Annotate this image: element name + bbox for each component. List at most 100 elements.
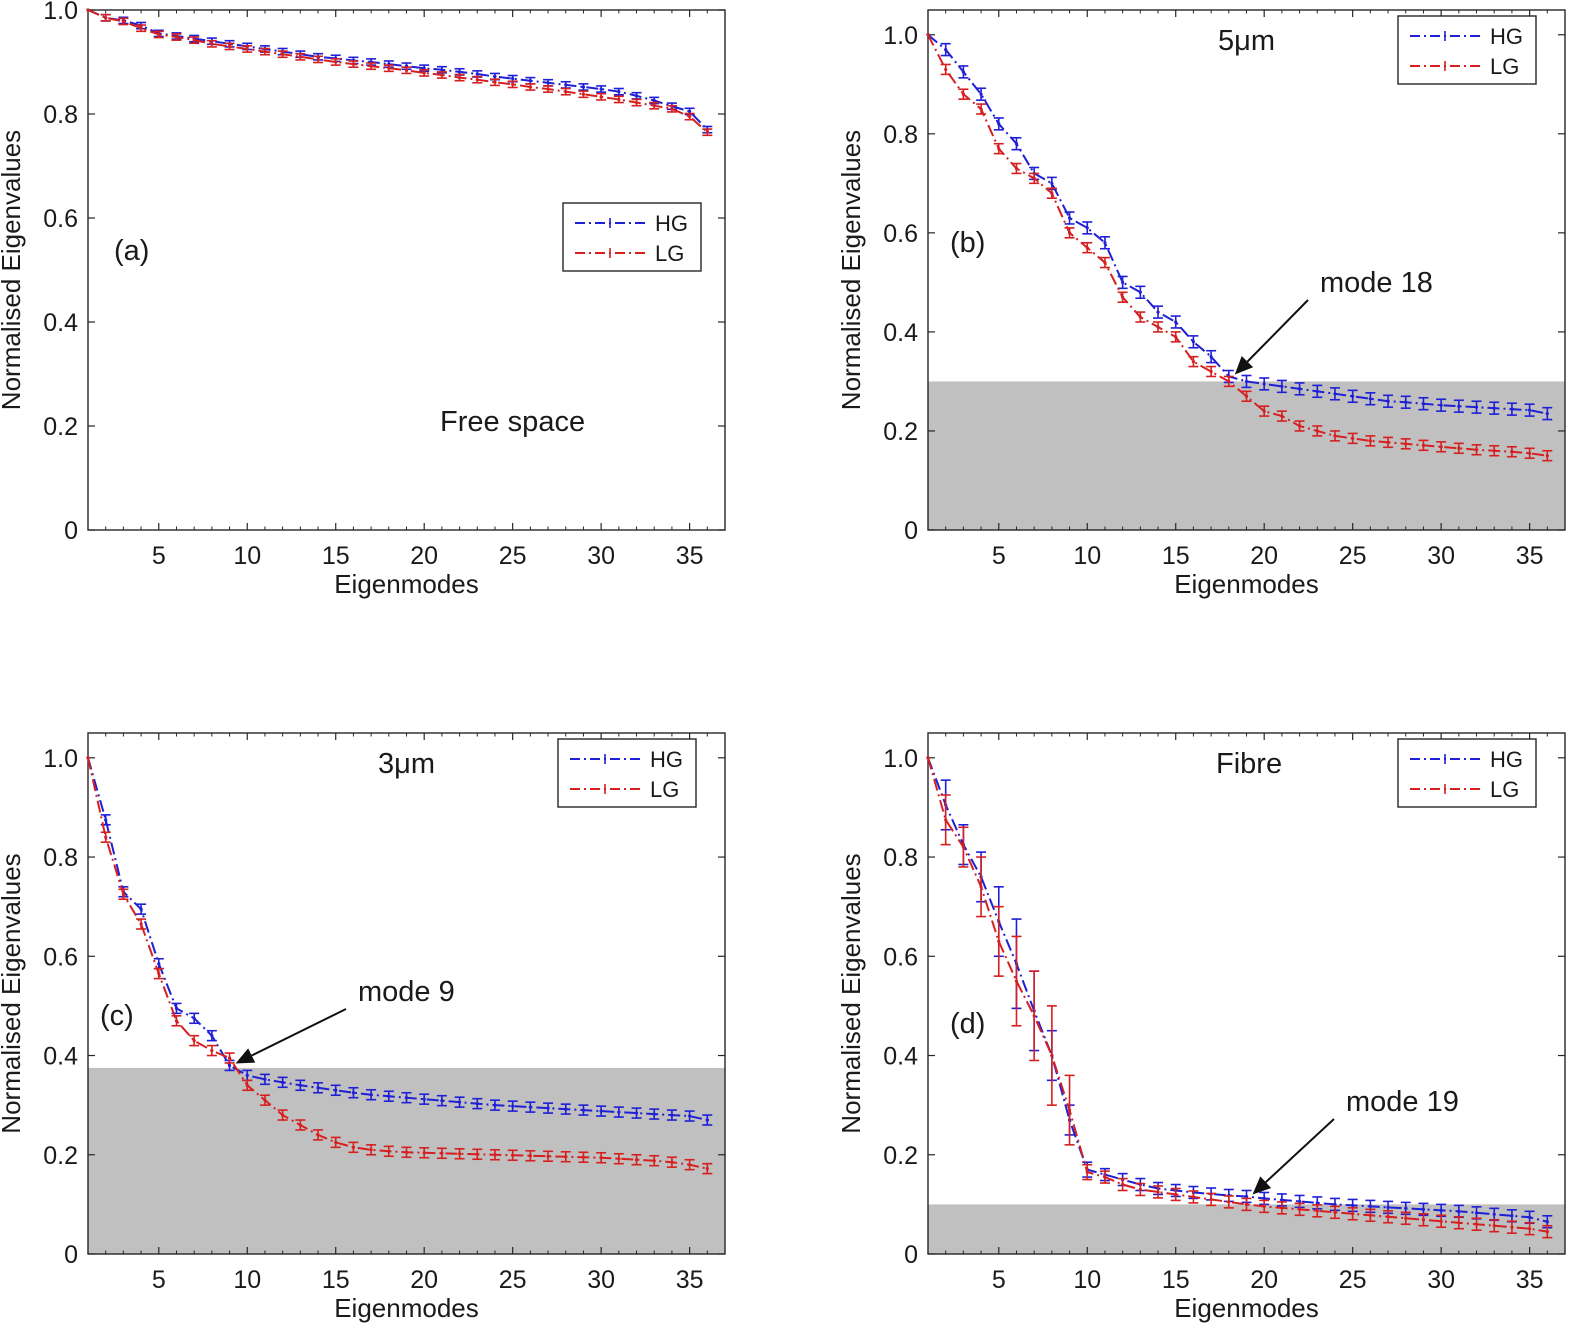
data-point: [1297, 1199, 1302, 1204]
data-point: [1262, 409, 1266, 413]
data-point: [192, 1016, 196, 1020]
data-point: [581, 1155, 586, 1159]
data-point: [422, 71, 426, 75]
y-axis-label: Normalised Eigenvalues: [0, 130, 26, 410]
data-point: [1191, 1195, 1196, 1199]
data-point: [1085, 1170, 1089, 1174]
data-point: [979, 92, 983, 96]
data-point: [1067, 231, 1072, 235]
data-point: [1227, 379, 1231, 384]
data-point: [1050, 1053, 1054, 1058]
data-point: [1244, 1202, 1249, 1206]
data-point: [511, 1104, 515, 1108]
y-tick-label: 1.0: [43, 0, 78, 25]
x-tick-label: 20: [1250, 542, 1278, 570]
data-point: [1138, 1187, 1142, 1192]
data-point: [688, 1163, 692, 1167]
y-tick-label: 0.4: [883, 319, 918, 347]
data-point: [564, 1155, 568, 1159]
series-LG: [926, 756, 1553, 1239]
data-point: [688, 109, 692, 113]
data-point: [997, 122, 1001, 126]
series-line: [87, 757, 708, 1122]
legend-box: [1397, 15, 1537, 85]
data-point: [493, 74, 497, 79]
panel-b: 5 10 15 20 25 30 35 0 0.2 0.4 0.6 0.8 1.0 Eigenmodes N…: [836, 9, 1566, 599]
y-tick-label: 0: [64, 517, 78, 545]
data-point: [263, 1077, 267, 1081]
data-point: [670, 107, 674, 111]
data-point: [1244, 394, 1249, 398]
y-axis-label: Normalised Eigenvalues: [836, 130, 866, 410]
data-point: [528, 85, 532, 89]
y-tick-label: 0.6: [43, 943, 78, 971]
series-line: [87, 757, 708, 1170]
x-tick-label: 5: [992, 542, 1006, 570]
data-point: [1510, 1214, 1514, 1218]
data-point: [581, 1108, 586, 1112]
data-point: [1174, 320, 1178, 324]
data-point: [422, 1151, 426, 1155]
data-point: [1315, 389, 1319, 393]
data-point: [1457, 446, 1461, 450]
data-point: [1545, 412, 1549, 416]
x-tick-label: 35: [676, 1266, 704, 1294]
panel-label: (b): [950, 227, 985, 259]
x-tick-label: 15: [1162, 1266, 1190, 1294]
data-point: [1014, 166, 1019, 171]
data-point: [961, 92, 965, 96]
data-point: [404, 68, 409, 72]
data-point: [979, 107, 983, 111]
data-point: [546, 1106, 550, 1110]
data-point: [1457, 1221, 1461, 1225]
data-point: [475, 1152, 479, 1156]
threshold-region: [928, 1204, 1565, 1254]
data-point: [1333, 1210, 1337, 1214]
data-point: [1368, 397, 1372, 401]
panel-a: 5 10 15 20 25 30 35 0 0.2 0.4 0.6 0.8 1.0 Eigenmodes N…: [0, 0, 726, 599]
data-point: [961, 70, 965, 74]
x-tick-label: 10: [1073, 542, 1101, 570]
data-point: [1280, 1206, 1284, 1210]
series-HG: [86, 8, 713, 134]
data-point: [1404, 400, 1408, 404]
data-point: [86, 756, 90, 760]
data-point: [634, 94, 639, 98]
x-tick-label: 35: [1516, 1266, 1544, 1294]
data-point: [1492, 1212, 1496, 1216]
data-point: [652, 104, 656, 108]
arrow-label: mode 19: [1346, 1086, 1459, 1118]
data-point: [263, 50, 267, 54]
data-point: [599, 87, 603, 91]
data-point: [1351, 436, 1355, 440]
x-tick-label: 20: [1250, 1266, 1278, 1294]
legend-label: LG: [650, 777, 679, 802]
x-tick-label: 15: [1162, 542, 1190, 570]
data-point: [192, 38, 196, 42]
y-tick-label: 0.2: [883, 1142, 918, 1170]
data-point: [387, 1094, 391, 1098]
data-point: [1333, 434, 1337, 438]
data-point: [1528, 1215, 1532, 1219]
data-point: [705, 1118, 709, 1122]
data-point: [298, 1123, 302, 1127]
data-point: [1244, 1194, 1249, 1199]
x-tick-label: 5: [992, 1266, 1006, 1294]
y-tick-label: 0.6: [883, 220, 918, 248]
data-point: [1404, 1206, 1408, 1210]
data-point: [1545, 1230, 1549, 1234]
data-point: [528, 79, 532, 83]
data-point: [1050, 191, 1054, 195]
data-point: [1280, 414, 1284, 418]
data-point: [316, 1086, 320, 1090]
data-point: [369, 64, 373, 68]
data-point: [652, 98, 656, 103]
data-point: [634, 100, 639, 105]
legend-box: [562, 202, 702, 272]
data-point: [475, 78, 479, 82]
data-point: [546, 1154, 550, 1158]
legend: HG LG: [1397, 738, 1537, 808]
y-tick-label: 0.8: [883, 121, 918, 149]
data-point: [1262, 382, 1266, 386]
y-tick-label: 0.4: [43, 1043, 78, 1071]
